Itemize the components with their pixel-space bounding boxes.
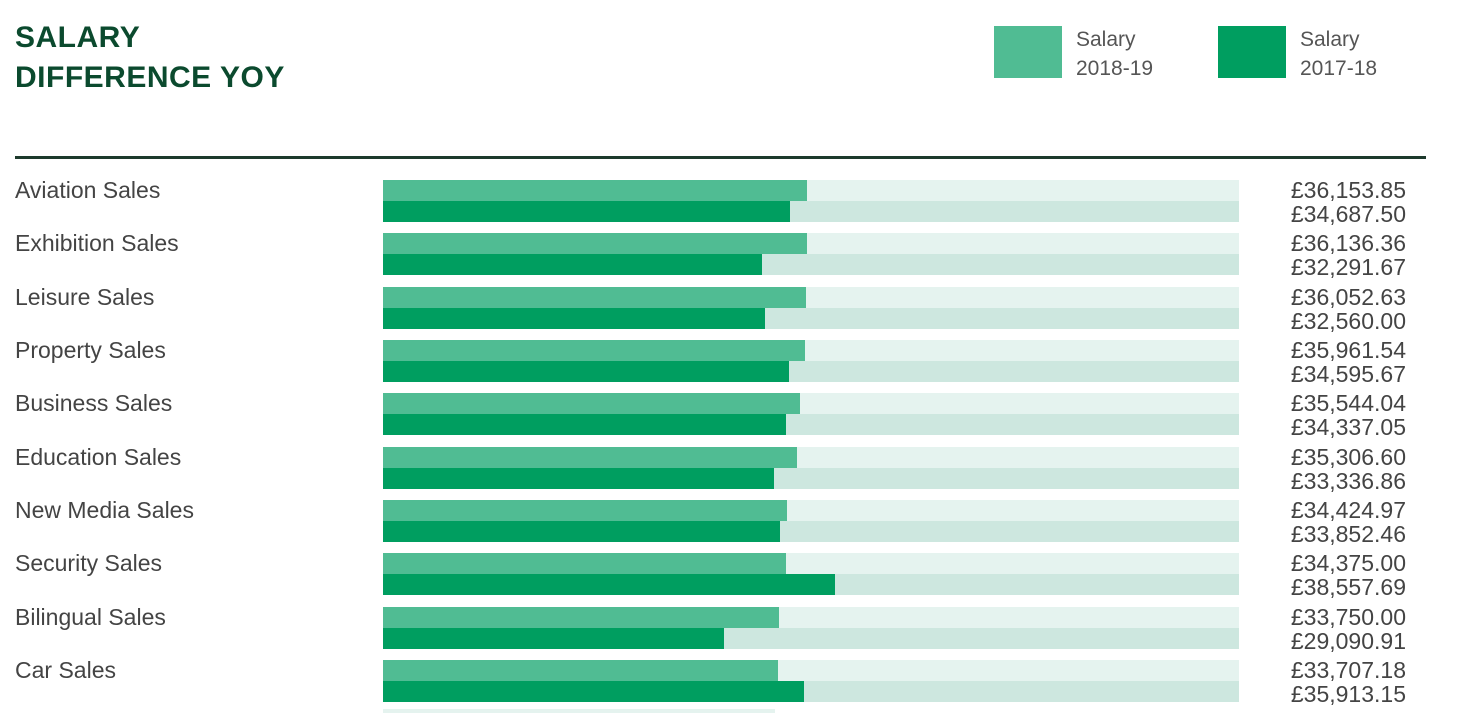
value-label-2017-18: £38,557.69: [1290, 574, 1406, 601]
chart-title: SALARY DIFFERENCE YOY: [15, 18, 285, 98]
bar-salary-2017-18: [383, 414, 786, 436]
value-label-2018-19: £35,961.54: [1290, 337, 1406, 364]
bar-salary-2018-19: [383, 500, 787, 522]
value-label-2018-19: £33,750.00: [1290, 603, 1406, 630]
value-label-2017-18: £32,560.00: [1290, 307, 1406, 334]
value-label-2017-18: £29,090.91: [1290, 627, 1406, 654]
bar-salary-2018-19: [383, 446, 797, 468]
legend-swatch-2017-18: [1218, 26, 1286, 78]
bar-track: [383, 361, 1239, 383]
chart-row-car-sales: Car Sales £33,707.18 £35,913.15: [0, 657, 1470, 712]
legend-label-2018-19: Salary 2018-19: [1076, 28, 1154, 80]
bar-track: [383, 180, 1239, 201]
bar-salary-2018-19: [383, 340, 805, 362]
category-label: Exhibition Sales: [15, 230, 179, 257]
category-label: Property Sales: [15, 337, 166, 364]
bar-track: [383, 553, 1239, 575]
bar-track: [383, 201, 1239, 222]
bar-salary-2017-18: [383, 361, 789, 383]
chart-row-property-sales: Property Sales £35,961.54 £34,595.67: [0, 337, 1470, 392]
bar-track: [383, 521, 1239, 543]
chart-row-aviation-sales: Aviation Sales £36,153.85 £34,687.50: [0, 177, 1470, 232]
value-label-2018-19: £35,544.04: [1290, 390, 1406, 417]
next-row-track-partial: [383, 709, 775, 713]
chart-row-leisure-sales: Leisure Sales £36,052.63 £32,560.00: [0, 283, 1470, 339]
category-label: Aviation Sales: [15, 177, 161, 203]
bar-track: [383, 307, 1239, 329]
value-label-2018-19: £34,424.97: [1290, 497, 1406, 524]
bar-track: [383, 681, 1239, 703]
bar-track: [383, 414, 1239, 436]
value-label-2018-19: £34,375.00: [1290, 550, 1406, 577]
bar-track: [383, 393, 1239, 415]
bar-salary-2018-19: [383, 606, 779, 628]
category-label: Security Sales: [15, 550, 163, 577]
bar-salary-2017-18: [383, 574, 836, 596]
category-label: Car Sales: [15, 657, 116, 684]
bar-salary-2017-18: [383, 201, 790, 222]
legend-label-2017-18: Salary 2017-18: [1300, 28, 1378, 80]
category-label: Education Sales: [15, 443, 182, 470]
bar-salary-2018-19: [383, 180, 807, 201]
chart-row-education-sales: Education Sales £35,306.60 £33,336.86: [0, 443, 1470, 499]
bar-track: [383, 606, 1239, 628]
bar-salary-2017-18: [383, 467, 774, 489]
value-label-2018-19: £36,052.63: [1290, 283, 1406, 310]
chart-row-bilingual-sales: Bilingual Sales £33,750.00 £29,090.91: [0, 603, 1470, 659]
bar-track: [383, 467, 1239, 489]
bar-salary-2017-18: [383, 681, 805, 703]
header-divider: [15, 156, 1426, 159]
bar-salary-2018-19: [383, 553, 787, 575]
value-label-2017-18: £34,687.50: [1290, 201, 1406, 227]
category-label: Leisure Sales: [15, 283, 155, 310]
category-label: Business Sales: [15, 390, 173, 417]
bar-salary-2017-18: [383, 627, 725, 649]
value-label-2017-18: £34,595.67: [1290, 361, 1406, 388]
bar-track: [383, 446, 1239, 468]
bar-track: [383, 574, 1239, 596]
chart-title-line-1: SALARY: [15, 21, 141, 54]
value-label-2017-18: £32,291.67: [1290, 254, 1406, 281]
category-label: Bilingual Sales: [15, 603, 166, 630]
bar-track: [383, 660, 1239, 682]
bar-track: [383, 254, 1239, 276]
value-label-2018-19: £35,306.60: [1290, 443, 1406, 470]
chart-row-new-media-sales: New Media Sales £34,424.97 £33,852.46: [0, 497, 1470, 552]
bar-salary-2017-18: [383, 254, 762, 276]
bar-track: [383, 340, 1239, 362]
value-label-2017-18: £34,337.05: [1290, 414, 1406, 441]
legend-swatch-2018-19: [994, 26, 1062, 78]
category-label: New Media Sales: [15, 497, 194, 524]
bar-track: [383, 500, 1239, 522]
bar-salary-2017-18: [383, 521, 780, 543]
value-label-2018-19: £36,136.36: [1290, 230, 1406, 257]
bar-track: [383, 233, 1239, 255]
chart-row-exhibition-sales: Exhibition Sales £36,136.36 £32,291.67: [0, 230, 1470, 285]
bar-salary-2018-19: [383, 286, 806, 308]
value-label-2018-19: £33,707.18: [1290, 657, 1406, 684]
bar-track: [383, 627, 1239, 649]
value-label-2017-18: £33,852.46: [1290, 521, 1406, 548]
bar-salary-2018-19: [383, 393, 800, 415]
bar-track: [383, 286, 1239, 308]
value-label-2017-18: £33,336.86: [1290, 467, 1406, 494]
chart-row-security-sales: Security Sales £34,375.00 £38,557.69: [0, 550, 1470, 605]
value-label-2018-19: £36,153.85: [1290, 177, 1406, 203]
bar-salary-2018-19: [383, 233, 807, 255]
bar-salary-2017-18: [383, 307, 765, 329]
chart-row-business-sales: Business Sales £35,544.04 £34,337.05: [0, 390, 1470, 445]
chart-title-line-2: DIFFERENCE YOY: [15, 61, 285, 94]
value-label-2017-18: £35,913.15: [1290, 681, 1406, 708]
bar-salary-2018-19: [383, 660, 779, 682]
